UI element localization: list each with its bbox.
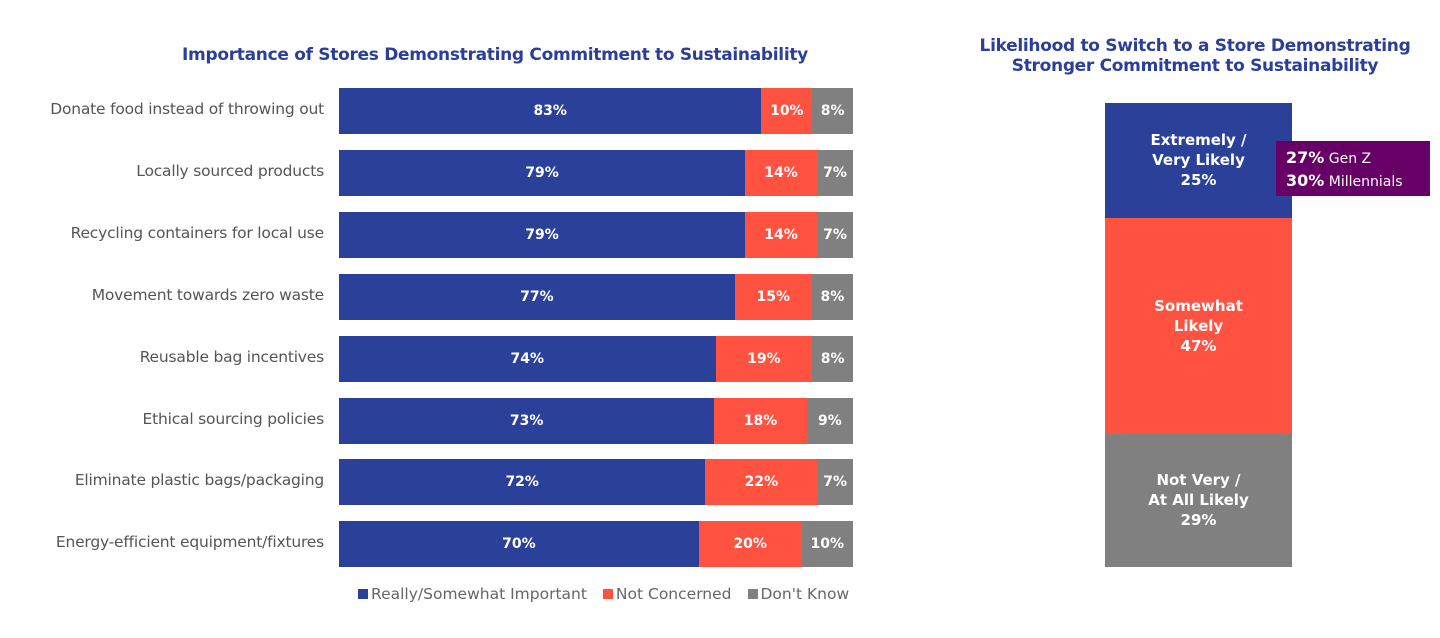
category-label: Donate food instead of throwing out — [50, 100, 324, 118]
segment-value: 25% — [1180, 171, 1217, 190]
category-label: Recycling containers for local use — [70, 223, 325, 242]
data-label: 73% — [509, 412, 544, 429]
bar-segment: 74% — [339, 335, 716, 382]
right-chart-title: Likelihood to Switch to a Store Demonstr… — [979, 36, 1411, 76]
legend-item: Really/Somewhat Important — [358, 585, 587, 603]
segment-label: Somewhat Likely — [1154, 296, 1243, 335]
category-label: Locally sourced products — [136, 161, 324, 180]
bar-segment: 72% — [339, 459, 706, 506]
bar-segment: 7% — [817, 211, 853, 258]
data-label: 10% — [810, 536, 845, 553]
stack-segment: Extremely / Very Likely 25% — [1105, 103, 1292, 218]
bar-segment: 10% — [761, 88, 813, 134]
legend-swatch — [602, 589, 613, 599]
generation-annotation: 27% Gen Z 30% Millennials — [1276, 141, 1430, 196]
bar-segment: 8% — [811, 273, 853, 320]
bar-segment: 14% — [745, 211, 817, 258]
bar-segment: 70% — [339, 521, 699, 568]
data-label: 83% — [533, 103, 567, 119]
bar-segment: 79% — [339, 149, 746, 196]
segment-value: 47% — [1180, 336, 1217, 355]
bar-segment: 19% — [715, 335, 813, 382]
data-label: 79% — [525, 164, 559, 181]
data-label: 8% — [820, 103, 845, 119]
data-label: 8% — [820, 288, 845, 305]
bar-segment: 83% — [339, 88, 762, 134]
category-label: Ethical sourcing policies — [142, 409, 325, 428]
bar-segment: 20% — [698, 521, 802, 568]
data-label: 18% — [743, 412, 778, 429]
data-label: 74% — [510, 350, 545, 367]
data-label: 7% — [823, 226, 847, 243]
bar-segment: 8% — [812, 335, 853, 382]
bar-segment: 7% — [817, 149, 853, 196]
data-label: 72% — [505, 474, 539, 491]
left-chart-title: Importance of Stores Demonstrating Commi… — [182, 45, 808, 65]
bar-segment: 9% — [806, 397, 853, 444]
category-label: Reusable bag incentives — [139, 347, 325, 366]
stack-segment: Somewhat Likely 47% — [1105, 217, 1292, 434]
bar-segment: 10% — [801, 521, 853, 568]
data-label: 20% — [733, 536, 767, 553]
bar-segment: 8% — [812, 88, 853, 134]
bar-segment: 79% — [339, 211, 746, 258]
data-label: 7% — [823, 474, 848, 491]
data-label: 7% — [823, 164, 847, 181]
bar-segment: 7% — [817, 459, 853, 506]
data-label: 22% — [744, 474, 779, 491]
legend-item: Not Concerned — [602, 585, 732, 603]
bar-segment: 73% — [339, 397, 715, 444]
data-label: 8% — [820, 350, 845, 367]
bar-segment: 18% — [714, 397, 807, 444]
segment-value: 29% — [1180, 511, 1217, 530]
annotation-label: Gen Z — [1328, 151, 1372, 167]
category-label: Movement towards zero waste — [91, 285, 324, 304]
data-label: 14% — [764, 226, 798, 243]
legend-label: Really/Somewhat Important — [371, 585, 587, 603]
data-label: 79% — [525, 226, 559, 243]
segment-label: Not Very / At All Likely — [1148, 471, 1249, 510]
annotation-value: 27% — [1286, 148, 1325, 167]
bar-segment: 15% — [734, 273, 812, 320]
legend-label: Not Concerned — [615, 585, 732, 603]
data-label: 14% — [764, 164, 798, 181]
data-label: 70% — [502, 536, 536, 553]
legend-swatch — [358, 589, 368, 599]
annotation-value: 30% — [1286, 171, 1325, 190]
data-label: 19% — [747, 350, 781, 367]
bar-segment: 22% — [705, 459, 818, 506]
category-label: Energy-efficient equipment/fixtures — [55, 533, 324, 552]
legend-label: Don't Know — [760, 585, 850, 603]
data-label: 10% — [770, 103, 804, 119]
data-label: 77% — [520, 288, 554, 305]
legend: Really/Somewhat Important Not Concerned Do… — [358, 585, 849, 603]
segment-label: Extremely / Very Likely — [1150, 131, 1247, 170]
bar-segment: 14% — [745, 149, 817, 196]
stack-segment: Not Very / At All Likely 29% — [1105, 433, 1292, 567]
bar-segment: 77% — [339, 273, 735, 320]
annotation-label: Millennials — [1328, 174, 1403, 190]
data-label: 9% — [817, 412, 842, 429]
legend-item: Don't Know — [747, 585, 850, 603]
data-label: 15% — [756, 288, 791, 305]
category-label: Eliminate plastic bags/packaging — [74, 471, 324, 490]
legend-swatch — [747, 589, 758, 599]
